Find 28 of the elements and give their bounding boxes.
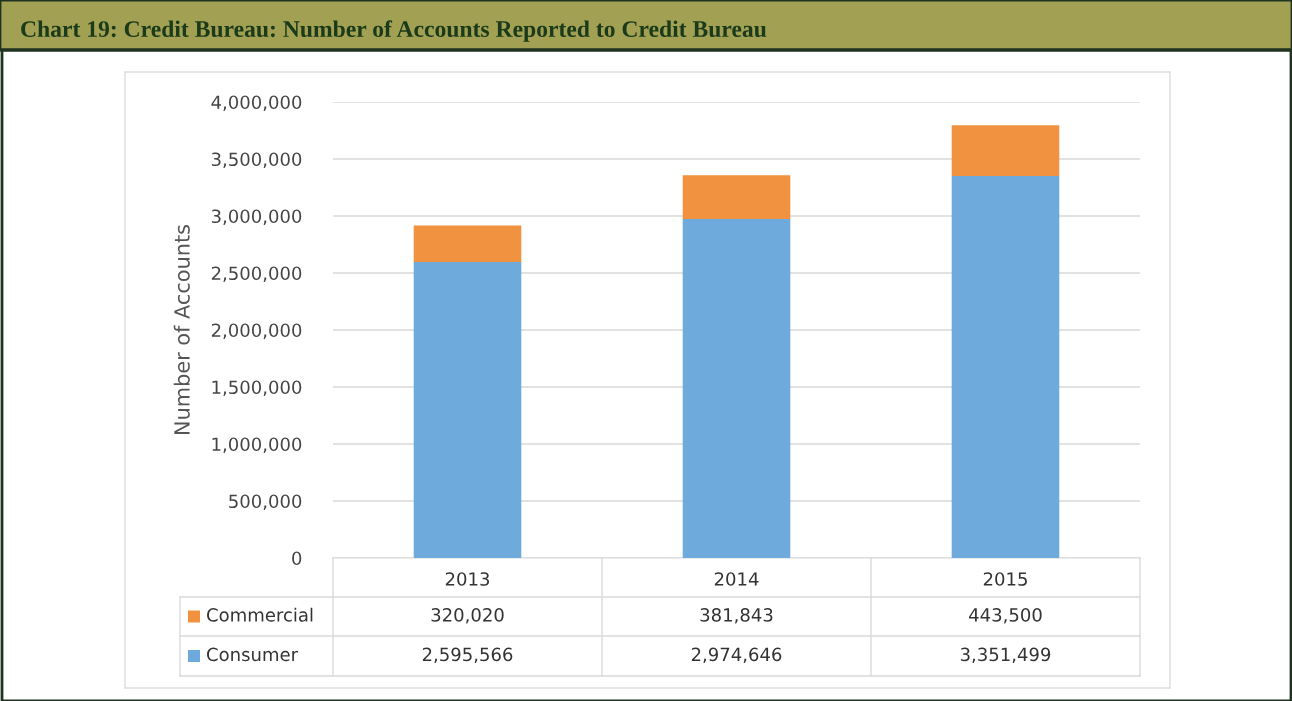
bar xyxy=(413,262,522,558)
x-tick-label: 2015 xyxy=(983,572,1027,586)
y-tick-label: 3,000,000 xyxy=(211,209,302,225)
y-tick-label: 1,500,000 xyxy=(212,380,302,396)
y-tick-label: 2,000,000 xyxy=(211,323,302,339)
y-tick-label: 1,000,000 xyxy=(212,437,302,453)
bar xyxy=(682,175,791,219)
y-axis-title: Number of Accounts xyxy=(173,225,190,434)
y-tick-label: 0 xyxy=(292,551,302,566)
y-tick-label: 2,500,000 xyxy=(211,266,302,282)
bar xyxy=(951,175,1060,558)
bar xyxy=(682,218,791,558)
x-tick-label: 2013 xyxy=(445,572,490,586)
data-label: 3,351,499 xyxy=(960,647,1051,664)
bar xyxy=(413,225,522,263)
bar xyxy=(951,125,1060,176)
y-tick-label: 500,000 xyxy=(229,494,302,510)
data-label: 443,500 xyxy=(969,608,1042,624)
data-label: 2,974,646 xyxy=(691,647,782,664)
data-label: 320,020 xyxy=(431,608,504,624)
data-label: 2,595,566 xyxy=(422,647,513,664)
data-label: 381,843 xyxy=(700,608,773,624)
y-tick-label: 4,000,000 xyxy=(211,95,302,111)
legend-label: Consumer xyxy=(207,647,299,662)
x-tick-label: 2014 xyxy=(714,572,759,586)
y-tick-label: 3,500,000 xyxy=(211,152,302,168)
legend-label: Commercial xyxy=(207,607,313,622)
chart-title: Chart 19: Credit Bureau: Number of Accounts Reported to Credit Bureau xyxy=(21,20,767,42)
